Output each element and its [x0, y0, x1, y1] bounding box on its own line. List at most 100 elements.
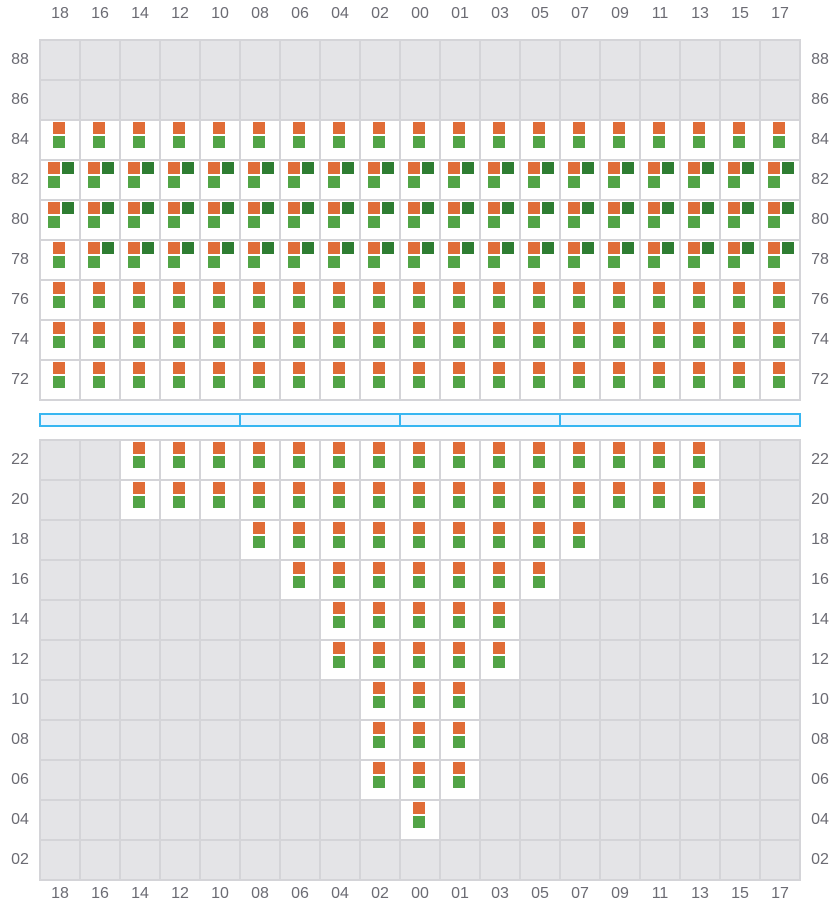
slot-cell[interactable] [401, 521, 439, 559]
empty-slot[interactable] [641, 801, 679, 839]
slot-cell[interactable] [441, 761, 479, 799]
slot-cell[interactable] [401, 161, 439, 199]
empty-slot[interactable] [41, 481, 79, 519]
slot-cell[interactable] [601, 361, 639, 399]
slot-cell[interactable] [81, 241, 119, 279]
slot-cell[interactable] [441, 481, 479, 519]
slot-cell[interactable] [201, 121, 239, 159]
slot-cell[interactable] [521, 121, 559, 159]
slot-cell[interactable] [121, 161, 159, 199]
empty-slot[interactable] [481, 801, 519, 839]
slot-cell[interactable] [681, 201, 719, 239]
empty-slot[interactable] [601, 561, 639, 599]
slot-cell[interactable] [281, 521, 319, 559]
empty-slot[interactable] [681, 681, 719, 719]
empty-slot[interactable] [121, 721, 159, 759]
empty-slot[interactable] [481, 841, 519, 879]
slot-cell[interactable] [401, 441, 439, 479]
slot-cell[interactable] [681, 281, 719, 319]
empty-slot[interactable] [721, 601, 759, 639]
empty-slot[interactable] [561, 561, 599, 599]
divider-segment[interactable] [39, 413, 241, 427]
slot-cell[interactable] [161, 201, 199, 239]
empty-slot[interactable] [681, 41, 719, 79]
empty-slot[interactable] [201, 601, 239, 639]
empty-slot[interactable] [81, 641, 119, 679]
slot-cell[interactable] [761, 281, 799, 319]
empty-slot[interactable] [521, 801, 559, 839]
empty-slot[interactable] [641, 521, 679, 559]
slot-cell[interactable] [161, 321, 199, 359]
slot-cell[interactable] [321, 281, 359, 319]
empty-slot[interactable] [361, 41, 399, 79]
slot-cell[interactable] [481, 441, 519, 479]
empty-slot[interactable] [161, 601, 199, 639]
divider-segment[interactable] [239, 413, 401, 427]
empty-slot[interactable] [41, 761, 79, 799]
empty-slot[interactable] [161, 841, 199, 879]
slot-cell[interactable] [241, 521, 279, 559]
empty-slot[interactable] [161, 81, 199, 119]
empty-slot[interactable] [761, 441, 799, 479]
empty-slot[interactable] [81, 81, 119, 119]
slot-cell[interactable] [641, 121, 679, 159]
slot-cell[interactable] [481, 281, 519, 319]
empty-slot[interactable] [521, 681, 559, 719]
empty-slot[interactable] [201, 81, 239, 119]
slot-cell[interactable] [201, 441, 239, 479]
slot-cell[interactable] [401, 201, 439, 239]
slot-cell[interactable] [561, 281, 599, 319]
empty-slot[interactable] [681, 841, 719, 879]
empty-slot[interactable] [641, 561, 679, 599]
slot-cell[interactable] [361, 521, 399, 559]
slot-cell[interactable] [601, 441, 639, 479]
empty-slot[interactable] [761, 521, 799, 559]
empty-slot[interactable] [561, 721, 599, 759]
empty-slot[interactable] [401, 81, 439, 119]
slot-cell[interactable] [41, 161, 79, 199]
empty-slot[interactable] [761, 801, 799, 839]
empty-slot[interactable] [441, 841, 479, 879]
slot-cell[interactable] [721, 161, 759, 199]
empty-slot[interactable] [361, 841, 399, 879]
empty-slot[interactable] [41, 521, 79, 559]
slot-cell[interactable] [641, 281, 679, 319]
slot-cell[interactable] [321, 561, 359, 599]
empty-slot[interactable] [481, 681, 519, 719]
empty-slot[interactable] [321, 41, 359, 79]
slot-cell[interactable] [321, 601, 359, 639]
empty-slot[interactable] [681, 521, 719, 559]
empty-slot[interactable] [321, 801, 359, 839]
empty-slot[interactable] [481, 721, 519, 759]
divider-segment[interactable] [399, 413, 561, 427]
slot-cell[interactable] [281, 121, 319, 159]
empty-slot[interactable] [201, 681, 239, 719]
slot-cell[interactable] [521, 561, 559, 599]
empty-slot[interactable] [321, 681, 359, 719]
slot-cell[interactable] [601, 161, 639, 199]
slot-cell[interactable] [121, 201, 159, 239]
slot-cell[interactable] [281, 561, 319, 599]
empty-slot[interactable] [761, 81, 799, 119]
empty-slot[interactable] [81, 681, 119, 719]
slot-cell[interactable] [201, 201, 239, 239]
empty-slot[interactable] [441, 41, 479, 79]
empty-slot[interactable] [41, 41, 79, 79]
empty-slot[interactable] [761, 481, 799, 519]
empty-slot[interactable] [721, 561, 759, 599]
slot-cell[interactable] [481, 481, 519, 519]
empty-slot[interactable] [281, 721, 319, 759]
divider-segment[interactable] [559, 413, 801, 427]
empty-slot[interactable] [601, 721, 639, 759]
slot-cell[interactable] [761, 321, 799, 359]
empty-slot[interactable] [521, 761, 559, 799]
empty-slot[interactable] [281, 601, 319, 639]
empty-slot[interactable] [681, 561, 719, 599]
empty-slot[interactable] [41, 721, 79, 759]
slot-cell[interactable] [281, 481, 319, 519]
slot-cell[interactable] [361, 761, 399, 799]
slot-cell[interactable] [681, 121, 719, 159]
slot-cell[interactable] [161, 281, 199, 319]
slot-cell[interactable] [441, 241, 479, 279]
empty-slot[interactable] [81, 761, 119, 799]
